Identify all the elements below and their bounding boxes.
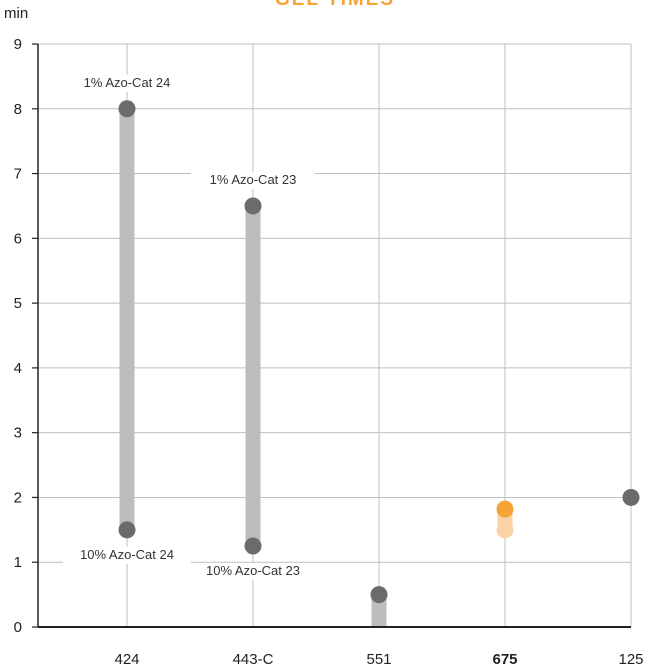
label-background <box>65 74 189 92</box>
y-axis-unit-label: min <box>4 5 28 22</box>
y-tick-labels: 0 1 2 3 4 5 6 7 8 9 <box>14 36 22 636</box>
range-dots <box>118 100 640 604</box>
low-dot <box>118 521 136 539</box>
y-tick-label: 3 <box>14 425 22 442</box>
high-dot <box>496 500 514 518</box>
label-background <box>63 546 191 564</box>
x-tick-label: 551 <box>366 651 391 668</box>
low-annotation: 10% Azo-Cat 23 <box>206 563 300 578</box>
y-tick-label: 8 <box>14 101 22 118</box>
y-tick-label: 6 <box>14 230 22 247</box>
y-tick-label: 0 <box>14 619 22 636</box>
x-tick-label: 675 <box>492 651 517 668</box>
axes <box>32 43 631 628</box>
y-tick-label: 9 <box>14 36 22 53</box>
high-dot <box>370 586 388 604</box>
label-background <box>191 171 315 189</box>
y-tick-label: 1 <box>14 554 22 571</box>
annotations: 1% Azo-Cat 24 10% Azo-Cat 24 1% Azo-Cat 23… <box>63 74 317 581</box>
high-annotation: 1% Azo-Cat 24 <box>84 75 171 90</box>
low-dot <box>496 521 514 539</box>
y-tick-label: 4 <box>14 360 22 377</box>
x-tick-labels: 424 443-C 551 675 125 <box>114 651 643 668</box>
x-tick-label: 443-C <box>233 651 274 668</box>
high-dot <box>244 197 262 215</box>
high-dot <box>622 488 640 506</box>
chart-title: GEL TIMES <box>275 0 395 10</box>
y-tick-label: 7 <box>14 166 22 183</box>
low-annotation: 10% Azo-Cat 24 <box>80 547 174 562</box>
low-dot <box>244 537 262 555</box>
high-dot <box>118 100 136 118</box>
high-annotation: 1% Azo-Cat 23 <box>210 172 297 187</box>
y-tick-label: 2 <box>14 489 22 506</box>
x-tick-label: 125 <box>618 651 643 668</box>
y-tick-label: 5 <box>14 295 22 312</box>
x-tick-label: 424 <box>114 651 139 668</box>
label-background <box>189 563 317 581</box>
